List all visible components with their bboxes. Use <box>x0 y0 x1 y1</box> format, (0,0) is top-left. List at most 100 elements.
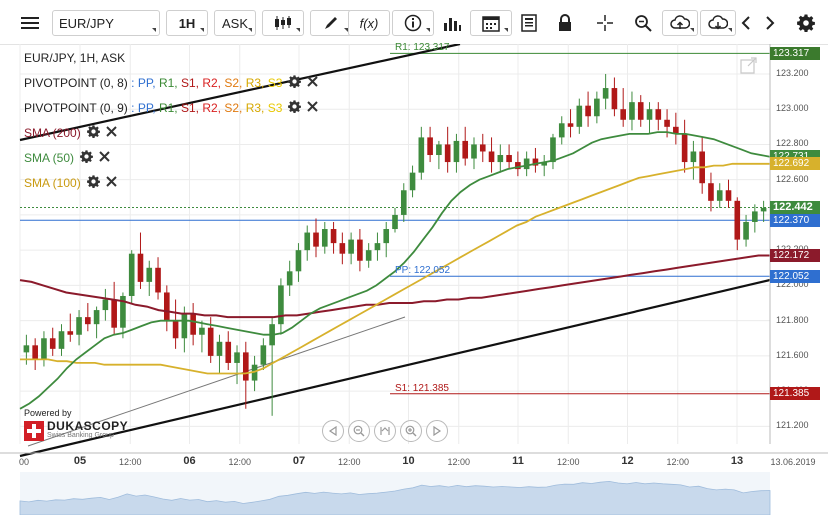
sma100-close-icon[interactable] <box>105 176 117 190</box>
candle-body <box>725 190 732 201</box>
drawing-tools-button[interactable] <box>310 10 352 36</box>
candle-body <box>690 151 697 163</box>
candle-body <box>67 331 74 335</box>
candles <box>23 73 767 416</box>
chart-area[interactable]: EUR/JPY, 1H, ASK PIVOTPOINT (0, 8) : PP,… <box>0 42 828 515</box>
candle-body <box>128 253 135 296</box>
candle-body <box>374 243 381 251</box>
candle-body <box>681 133 688 163</box>
candle-body <box>655 109 662 120</box>
legend-pivot1[interactable]: PIVOTPOINT (0, 8) : PP, R1, S1, R2, S2, … <box>24 74 319 92</box>
date-label: 13.06.2019 <box>770 457 816 467</box>
candle-body <box>146 267 153 282</box>
pivot2-close-icon[interactable] <box>307 101 319 115</box>
candle-body <box>330 229 337 244</box>
lock-button[interactable] <box>550 10 580 36</box>
sma200-line <box>19 254 770 319</box>
price-tag-s1: 121.385 <box>770 387 820 401</box>
document-icon <box>521 14 537 32</box>
candle-body <box>629 102 635 120</box>
popout-icon[interactable] <box>740 56 758 74</box>
volume-button[interactable] <box>436 10 468 36</box>
overview-area <box>19 480 771 515</box>
time-tick-label: 12:00 <box>666 457 690 467</box>
legend-pivot2[interactable]: PIVOTPOINT (0, 9) : PP, R1, S1, R2, S2, … <box>24 99 319 117</box>
candle-body <box>76 317 82 335</box>
candle-body <box>646 109 653 120</box>
settings-button[interactable] <box>792 10 820 36</box>
legend-sma200[interactable]: SMA (200) <box>24 124 117 142</box>
price-side-label: ASK <box>221 15 248 31</box>
pivot1-name: PIVOTPOINT (0, 8) <box>24 76 128 90</box>
news-button[interactable] <box>514 10 544 36</box>
zoom-button[interactable] <box>628 10 658 36</box>
cloud-upload-icon <box>670 15 690 29</box>
pp-chart-label: PP: 122.052 <box>395 265 451 277</box>
nav-zoom-out-button[interactable] <box>348 420 370 442</box>
pivot-level-s1: S1, <box>180 76 203 90</box>
pivot2-settings-icon[interactable] <box>288 100 302 116</box>
r1-chart-label: R1: 123.317 <box>395 42 450 54</box>
candle-body <box>436 144 442 156</box>
sma50-line <box>19 131 771 410</box>
scroll-right-button[interactable] <box>760 10 780 36</box>
candle-body <box>462 140 469 159</box>
candle-body <box>365 250 372 261</box>
candle-body <box>558 123 565 138</box>
pivot1-settings-icon[interactable] <box>288 75 302 91</box>
time-tick-label: 13 <box>730 455 744 467</box>
candle-body <box>190 313 196 335</box>
swiss-cross-icon <box>24 421 44 441</box>
legend-sma100[interactable]: SMA (100) <box>24 174 117 192</box>
candle-body <box>339 243 346 254</box>
candle-body <box>216 341 223 356</box>
info-button[interactable] <box>392 10 434 36</box>
nav-zoom-in-button[interactable] <box>400 420 422 442</box>
lock-icon <box>559 14 571 31</box>
price-side-select[interactable]: ASK <box>214 10 256 36</box>
price-tick-label: 123.200 <box>776 67 809 78</box>
chart-type-button[interactable] <box>262 10 304 36</box>
candle-body <box>523 158 530 170</box>
candle-body <box>409 172 416 191</box>
candle-body <box>321 229 328 247</box>
pivot-level-s2: S2, <box>224 76 246 90</box>
sma50-close-icon[interactable] <box>99 151 110 165</box>
price-tick-label: 122.800 <box>776 138 809 149</box>
price-chart[interactable] <box>0 44 828 515</box>
calendar-button[interactable] <box>470 10 512 36</box>
candle-body <box>550 137 556 163</box>
pivot-level-s1: S1, <box>180 101 203 115</box>
timeframe-select[interactable]: 1H <box>166 10 208 36</box>
sma100-settings-icon[interactable] <box>86 175 100 191</box>
fx-label: f(x) <box>359 15 379 31</box>
nav-next-button[interactable] <box>426 420 448 442</box>
candle-body <box>392 214 398 230</box>
legend-sma50[interactable]: SMA (50) <box>24 149 110 167</box>
candle-body <box>506 155 512 163</box>
candle-body <box>541 162 548 166</box>
nav-prev-button[interactable] <box>322 420 344 442</box>
reset-icon <box>380 427 390 435</box>
crosshair-button[interactable] <box>590 10 620 36</box>
download-button[interactable] <box>700 10 736 36</box>
timeframe-label: 1H <box>178 15 196 31</box>
indicators-button[interactable]: f(x) <box>348 10 390 36</box>
symbol-select[interactable]: EUR/JPY <box>52 10 160 36</box>
pivot-level-r3: R3, <box>245 101 268 115</box>
menu-icon[interactable] <box>16 10 44 36</box>
sma200-close-icon[interactable] <box>105 126 117 140</box>
upload-button[interactable] <box>662 10 698 36</box>
time-tick-label: 12:00 <box>118 457 142 467</box>
candle-body <box>400 190 407 215</box>
pivot1-close-icon[interactable] <box>307 76 319 90</box>
candle-body <box>444 144 451 163</box>
sma200-settings-icon[interactable] <box>86 125 100 141</box>
nav-reset-button[interactable] <box>374 420 396 442</box>
candle-body <box>242 352 249 381</box>
scroll-left-button[interactable] <box>736 10 756 36</box>
pivot-level-r1: R1, <box>158 76 181 90</box>
pivot2-sep: : <box>127 101 138 115</box>
time-tick-label: 07 <box>292 455 306 467</box>
sma50-settings-icon[interactable] <box>80 150 93 166</box>
